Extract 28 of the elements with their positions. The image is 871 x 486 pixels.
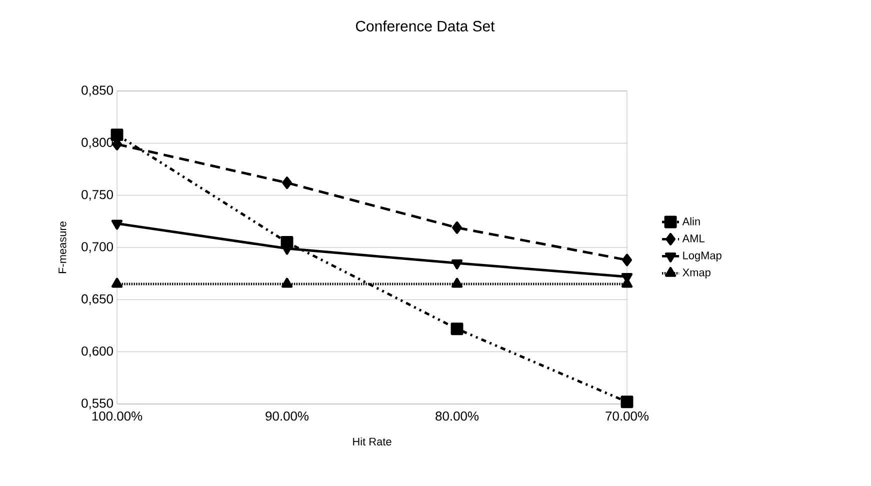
point (281, 278, 293, 288)
point (451, 278, 463, 288)
legend-label: Alin (682, 217, 700, 226)
y-tick-label: 0,850 (82, 86, 113, 96)
point (282, 176, 292, 190)
point (451, 259, 463, 270)
y-axis-title: F-measure (58, 221, 66, 274)
point (452, 221, 462, 234)
point (111, 278, 123, 288)
y-tick-label: 0,700 (82, 242, 113, 253)
x-axis-title: Hit Rate (353, 437, 392, 446)
y-tick-label: 0,650 (82, 294, 113, 305)
point (111, 220, 123, 230)
legend-label: LogMap (683, 252, 722, 262)
x-tick-label: 90.00% (266, 411, 309, 421)
x-tick-label: 100.00% (92, 411, 142, 421)
legend-label: AML (682, 234, 704, 242)
y-tick-label: 0,550 (82, 398, 113, 410)
y-tick-label: 0,800 (82, 138, 113, 148)
y-tick-label: 0,600 (82, 346, 113, 358)
x-tick-label: 70.00% (606, 411, 649, 421)
y-tick-label: 0,750 (82, 190, 113, 201)
chart-title: Conference Data Set (356, 20, 495, 32)
x-tick-label: 80.00% (436, 411, 479, 421)
point (622, 254, 632, 266)
point (450, 322, 464, 336)
legend-label: Xmap (682, 268, 710, 278)
point (620, 396, 634, 408)
